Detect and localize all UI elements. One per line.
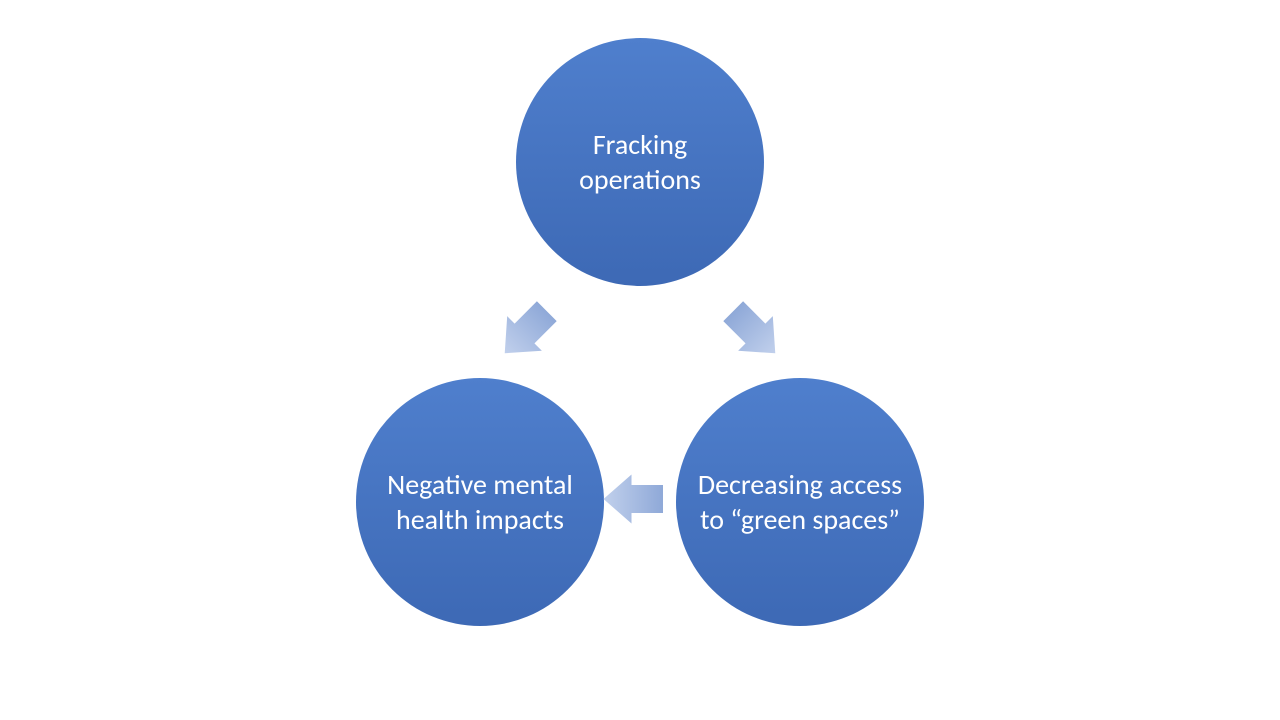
node-top: Fracking operations	[516, 38, 764, 286]
node-left: Negative mental health impacts	[356, 378, 604, 626]
arrow-top-to-right	[718, 296, 788, 366]
node-left-label: Negative mental health impacts	[374, 467, 586, 537]
node-top-label: Fracking operations	[534, 127, 746, 197]
node-right-label: Decreasing access to “green spaces”	[694, 467, 906, 537]
node-right: Decreasing access to “green spaces”	[676, 378, 924, 626]
arrow-top-to-left	[492, 296, 562, 366]
arrow-right-to-left	[600, 464, 670, 534]
